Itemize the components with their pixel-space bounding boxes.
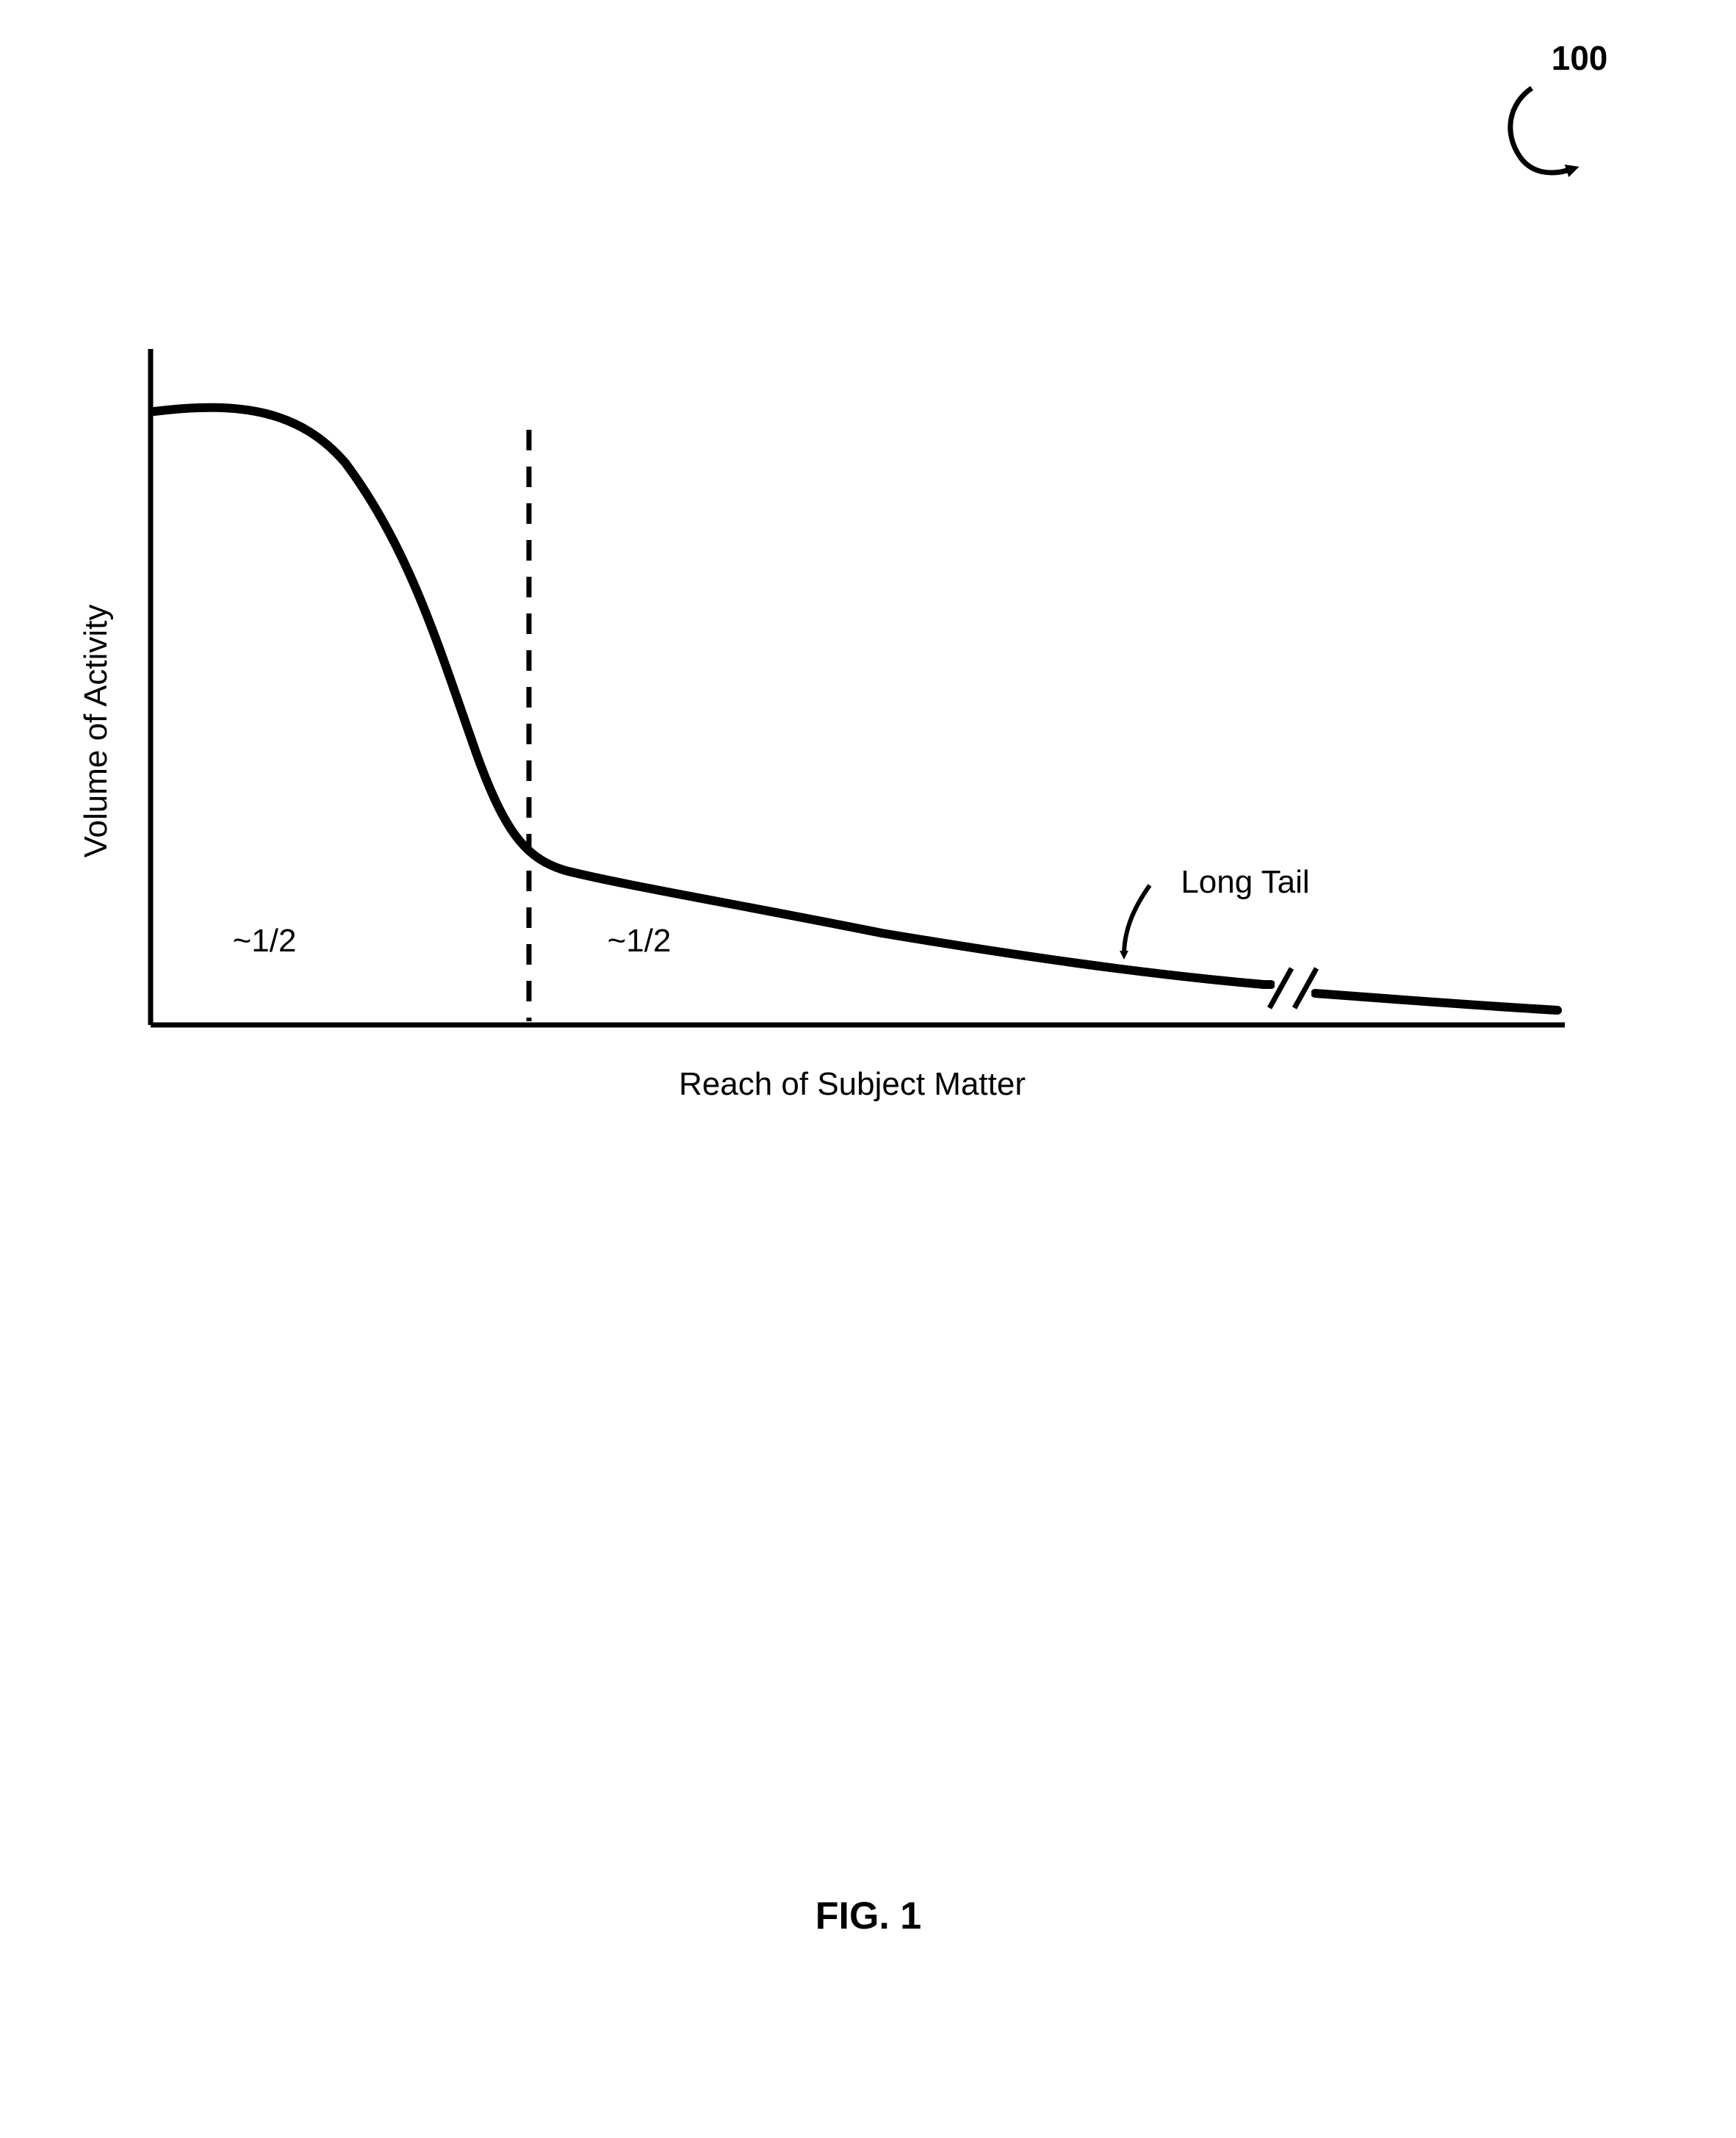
reference-arrow-icon xyxy=(1510,88,1572,173)
diagram-svg: 100 Volume of Activity Reach of Subject … xyxy=(0,0,1736,2138)
callout-label: Long Tail xyxy=(1181,864,1309,900)
long-tail-curve xyxy=(154,408,1557,1010)
reference-number: 100 xyxy=(1552,39,1608,77)
x-axis-label: Reach of Subject Matter xyxy=(679,1066,1026,1102)
annotation-right-half: ~1/2 xyxy=(608,923,671,959)
figure-label: FIG. 1 xyxy=(815,1895,921,1937)
y-axis-label: Volume of Activity xyxy=(78,605,114,858)
page-container: 100 Volume of Activity Reach of Subject … xyxy=(0,0,1736,2138)
callout-arrow-icon xyxy=(1124,885,1150,955)
annotation-left-half: ~1/2 xyxy=(233,923,297,959)
break-mark-icon xyxy=(1269,966,1317,1010)
